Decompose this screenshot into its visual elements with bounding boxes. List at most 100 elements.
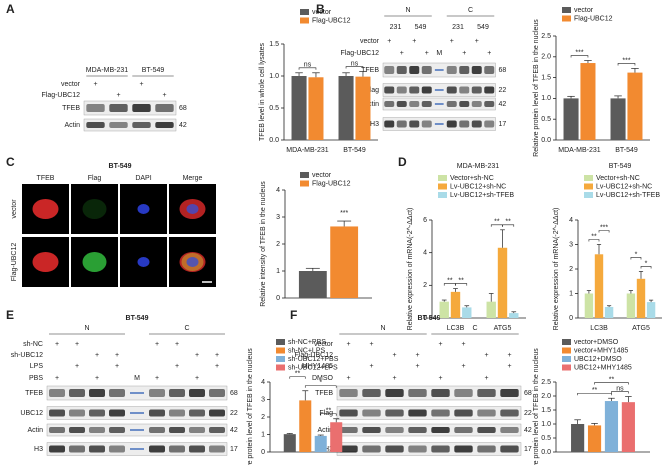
- protein-band: [396, 66, 407, 74]
- y-tick-label: 0.0: [541, 449, 551, 456]
- protein-band: [408, 445, 427, 453]
- protein-band: [155, 122, 174, 128]
- legend-label: UBC12+MHY1485: [574, 364, 632, 371]
- legend-swatch: [584, 183, 593, 190]
- legend-label: Lv-UBC12+sh-TFEB: [596, 192, 660, 199]
- significance-bracket: [611, 391, 629, 394]
- protein-band: [409, 66, 420, 74]
- cell: [32, 252, 59, 272]
- y-tick-label: 0: [569, 315, 573, 322]
- protein-band: [209, 389, 225, 397]
- protein-band: [484, 86, 495, 94]
- y-tick-label: 4: [261, 379, 265, 386]
- condition-mark: +: [155, 375, 159, 382]
- band-label: Actin: [317, 427, 333, 434]
- condition-mark: +: [507, 352, 511, 359]
- legend-label: UBC12+DMSO: [574, 356, 622, 363]
- legend-swatch: [276, 364, 285, 371]
- protein-band: [409, 86, 420, 94]
- legend-swatch: [562, 347, 571, 354]
- y-axis-label: Relative protein level of TFEB in the nu…: [533, 19, 540, 157]
- protein-band: [49, 389, 65, 397]
- protein-band: [189, 389, 205, 397]
- significance-bracket: [617, 63, 636, 66]
- y-tick-label: 3: [569, 241, 573, 248]
- protein-band: [49, 427, 65, 433]
- y-tick-label: 2.5: [541, 33, 551, 40]
- condition-mark: +: [484, 352, 488, 359]
- ladder-band: [434, 89, 444, 91]
- cell: [137, 257, 150, 267]
- significance-label: ***: [600, 224, 608, 231]
- protein-band: [149, 409, 165, 417]
- protein-band: [396, 101, 407, 107]
- legend-swatch: [584, 175, 593, 181]
- band-label: Flag: [319, 410, 333, 417]
- condition-mark: +: [95, 352, 99, 359]
- protein-band: [362, 409, 381, 417]
- micro-row-label: Flag-UBC12: [11, 243, 18, 282]
- kda-label: 68: [499, 67, 507, 74]
- bar: [621, 402, 635, 452]
- y-tick-label: 1: [569, 290, 573, 297]
- protein-band: [471, 101, 482, 107]
- significance-bracket: [570, 55, 589, 58]
- significance-label: **: [494, 219, 500, 226]
- condition-mark: +: [215, 363, 219, 370]
- significance-bracket: [320, 413, 337, 416]
- protein-band: [477, 427, 496, 433]
- bar: [563, 98, 579, 140]
- condition-mark: +: [507, 363, 511, 370]
- legend-label: vector: [312, 9, 332, 16]
- protein-band: [500, 389, 519, 397]
- bar: [355, 76, 371, 140]
- protein-band: [408, 427, 427, 433]
- condition-mark: +: [346, 341, 350, 348]
- protein-band: [169, 427, 185, 433]
- ladder-band: [434, 69, 444, 71]
- bar: [330, 422, 343, 452]
- bar: [439, 301, 449, 318]
- protein-band: [69, 445, 85, 453]
- band-label: TFEB: [361, 67, 379, 74]
- bar: [594, 254, 604, 318]
- bar: [610, 98, 626, 140]
- protein-band: [396, 86, 407, 94]
- condition-mark: +: [175, 341, 179, 348]
- significance-label: *: [319, 380, 322, 387]
- protein-band: [408, 389, 427, 397]
- protein-band: [132, 104, 151, 112]
- y-axis-label: Relative expression of mRNA(-2^-ΔΔct): [407, 208, 414, 331]
- y-tick-label: 1.0: [541, 95, 551, 102]
- protein-band: [471, 86, 482, 94]
- protein-band: [484, 66, 495, 74]
- legend-swatch: [300, 180, 309, 187]
- protein-band: [477, 409, 496, 417]
- y-tick-label: 2: [569, 266, 573, 273]
- protein-band: [446, 66, 457, 74]
- legend-label: vector: [312, 172, 332, 179]
- legend-swatch: [276, 339, 285, 345]
- legend-swatch: [584, 192, 593, 198]
- significance-label: ns: [304, 62, 312, 69]
- protein-band: [169, 445, 185, 453]
- protein-band: [339, 445, 358, 453]
- condition-mark: +: [392, 352, 396, 359]
- subgroup-label: 549: [477, 24, 489, 31]
- bar: [580, 63, 596, 140]
- legend-swatch: [562, 15, 571, 22]
- legend-label: vector+DMSO: [574, 339, 619, 346]
- significance-label: *: [635, 251, 638, 258]
- condition-label: Flag-UBC12: [294, 352, 333, 359]
- cell: [186, 204, 199, 214]
- kda-label: 68: [179, 105, 187, 112]
- protein-band: [409, 101, 420, 107]
- protein-band: [209, 445, 225, 453]
- blot-strip: [83, 118, 177, 132]
- significance-label: **: [326, 408, 332, 415]
- condition-mark: +: [115, 363, 119, 370]
- condition-mark: +: [415, 352, 419, 359]
- condition-mark: +: [95, 375, 99, 382]
- significance-label: **: [458, 277, 464, 284]
- group-label: C: [184, 325, 189, 332]
